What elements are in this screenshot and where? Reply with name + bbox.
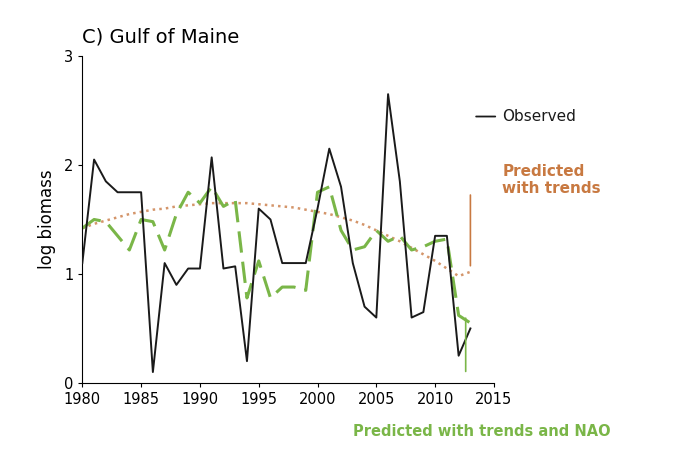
Text: Predicted with trends and NAO: Predicted with trends and NAO: [353, 425, 611, 439]
Text: Predicted
with trends: Predicted with trends: [502, 164, 601, 197]
Text: Observed: Observed: [502, 109, 576, 124]
Y-axis label: log biomass: log biomass: [38, 170, 56, 269]
Text: C) Gulf of Maine: C) Gulf of Maine: [82, 27, 239, 46]
